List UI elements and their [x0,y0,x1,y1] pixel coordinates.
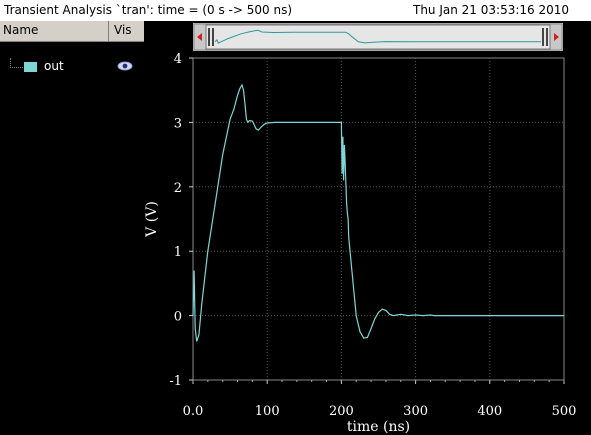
y-axis-label: V (V) [144,201,160,238]
scroll-thumb-left-handle[interactable] [208,28,210,46]
y-tick-label: 3 [174,116,182,131]
y-tick-label: -1 [169,374,182,389]
overview-trace [214,29,541,44]
overview-svg [193,23,563,51]
signal-name-label: out [44,59,64,73]
column-header-vis[interactable]: Vis [114,23,132,37]
window-title: Transient Analysis `tran': time = (0 s -… [4,3,293,17]
column-header-name[interactable]: Name [0,21,109,41]
x-tick-label: 500 [552,404,577,419]
time-overview-scroller[interactable] [193,23,563,51]
y-tick-label: 0 [174,310,182,325]
eye-icon[interactable] [117,61,133,71]
plot-frame [192,57,565,381]
x-axis-label: time (ns) [347,419,410,435]
datetime-label: Thu Jan 21 03:53:16 2010 [413,3,569,17]
scroll-thumb-left-grip [212,28,214,46]
plot-grid [193,58,564,380]
scroll-thumb-right-handle[interactable] [546,28,548,46]
y-tick-label: 4 [174,52,182,67]
tree-connector [10,58,23,68]
tick-labels: 0.0 100 200 300 400 500 -1 0 1 2 3 4 [169,52,576,419]
y-tick-label: 2 [174,181,182,196]
x-tick-label: 400 [477,404,502,419]
trace-out[interactable] [192,83,564,342]
title-bar: Transient Analysis `tran': time = (0 s -… [0,0,591,21]
signal-row-out[interactable]: out [0,58,144,76]
x-tick-label: 200 [329,404,354,419]
signal-color-swatch [24,62,37,72]
x-tick-label: 300 [403,404,428,419]
signal-list-header: Name Vis [0,21,144,42]
scroll-left-arrow-icon[interactable] [197,33,202,41]
scroll-right-arrow-icon[interactable] [554,33,559,41]
y-tick-label: 1 [174,245,182,260]
scroll-thumb-right-grip [542,28,544,46]
scroll-thumb[interactable] [205,24,551,50]
x-tick-label: 0.0 [183,404,204,419]
x-tick-label: 100 [255,404,280,419]
